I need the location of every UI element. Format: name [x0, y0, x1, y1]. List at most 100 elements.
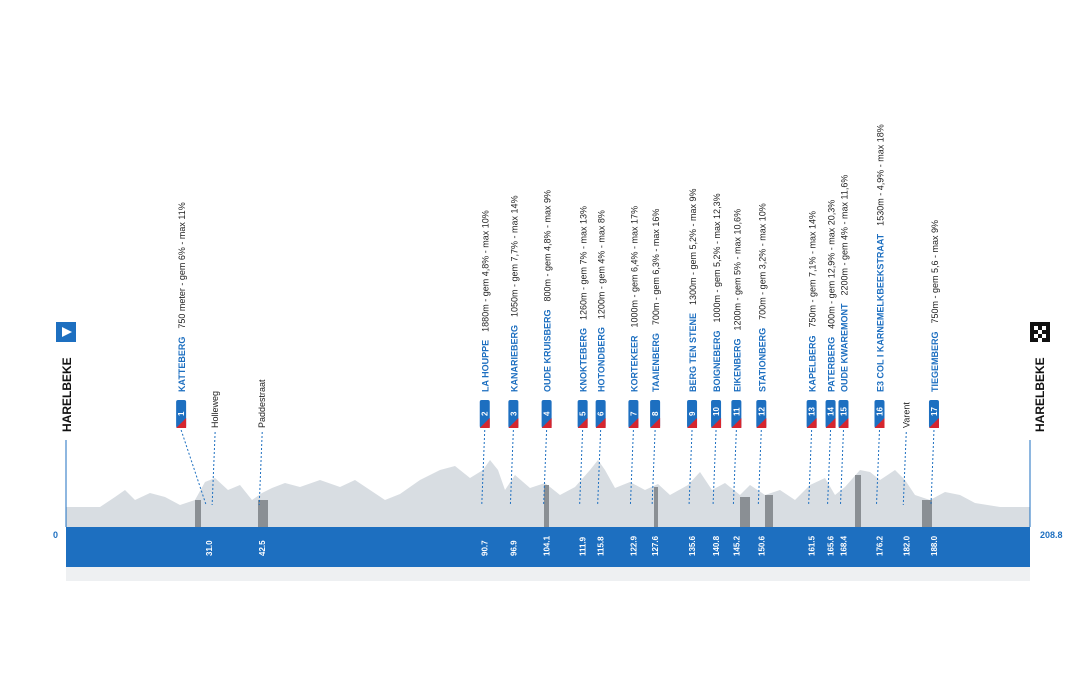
- climb-detail: 1300m - gem 5,2% - max 9%: [688, 188, 698, 305]
- climb-number: 10: [712, 407, 721, 416]
- climb-leader: [757, 429, 762, 506]
- climb-number: 6: [597, 411, 606, 416]
- sector-leader: [902, 431, 907, 506]
- km-label: 135.6: [688, 535, 697, 556]
- axis-end: 208.8: [1040, 530, 1063, 540]
- km-label: 90.7: [481, 540, 490, 556]
- km-label: 42.5: [258, 540, 267, 556]
- climb-name: OUDE KWAREMONT: [839, 303, 849, 392]
- climb-badge-icon: [731, 418, 742, 428]
- start-icon-arrow: [62, 327, 72, 337]
- km-label: 104.1: [543, 535, 552, 556]
- km-label: 165.6: [827, 535, 836, 556]
- climb-label: BOIGNEBERG 1000m - gem 5,2% - max 12,3%: [712, 193, 722, 392]
- climb-detail: 1880m - gem 4,8% - max 10%: [481, 210, 491, 332]
- climb-leader: [597, 429, 602, 506]
- climb-leader: [688, 429, 693, 506]
- climb-number: 3: [509, 411, 518, 416]
- sector-name: Varent: [901, 402, 911, 428]
- climb-label: TIEGEMBERG 750m - gem 5,6 - max 9%: [930, 220, 940, 392]
- climb-detail: 1000m - gem 6,4% - max 17%: [629, 206, 639, 328]
- climb-leader: [629, 429, 634, 506]
- climb-leader: [543, 429, 548, 506]
- climb-leader: [839, 429, 844, 506]
- climb-leader: [651, 429, 656, 506]
- km-label: 127.6: [651, 535, 660, 556]
- km-label: 176.2: [875, 535, 884, 556]
- climb-label: E3 COL I KARNEMELKBEEKSTRAAT 1530m - 4,9%…: [875, 124, 885, 392]
- climb-number: 2: [481, 411, 490, 416]
- climb-badge-icon: [577, 418, 588, 428]
- climb-detail: 800m - gem 4,8% - max 9%: [543, 190, 553, 302]
- climb-number: 15: [839, 407, 848, 416]
- climb-detail: 750m - gem 7,1% - max 14%: [808, 211, 818, 328]
- climb-name: TAAIENBERG: [651, 333, 661, 392]
- climb-badge-icon: [711, 418, 722, 428]
- climb-detail: 750m - gem 5,6 - max 9%: [930, 220, 940, 324]
- climb-badge-icon: [928, 418, 939, 428]
- climb-name: BERG TEN STENE: [688, 313, 698, 392]
- bar-shadow: [66, 567, 1030, 581]
- climb-leader: [712, 429, 717, 506]
- climb-label: KANARIEBERG 1050m - gem 7,7% - max 14%: [509, 195, 519, 392]
- km-label: 150.6: [757, 535, 766, 556]
- climb-label: TAAIENBERG 700m - gem 6,3% - max 16%: [651, 209, 661, 392]
- climb-number: 7: [629, 411, 638, 416]
- climb-leader: [732, 429, 737, 506]
- climb-name: TIEGEMBERG: [930, 331, 940, 392]
- climb-leader: [875, 429, 880, 506]
- climb-badge-icon: [541, 418, 552, 428]
- climb-label: LA HOUPPE 1880m - gem 4,8% - max 10%: [481, 210, 491, 392]
- climb-name: EIKENBERG: [732, 338, 742, 392]
- cobble-sections: [195, 475, 932, 527]
- climb-name: PATERBERG: [827, 337, 837, 392]
- distance-bar: [66, 527, 1030, 567]
- start-name: HARELBEKE: [60, 357, 74, 432]
- climb-number: 16: [875, 407, 884, 416]
- climb-label: BERG TEN STENE 1300m - gem 5,2% - max 9%: [688, 188, 698, 392]
- climb-name: KAPELBERG: [808, 335, 818, 392]
- km-label: 145.2: [732, 535, 741, 556]
- climb-detail: 1260m - gem 7% - max 13%: [579, 206, 589, 320]
- climb-number: 5: [579, 411, 588, 416]
- km-label: 122.9: [629, 535, 638, 556]
- climb-label: STATIONBERG 700m - gem 3,2% - max 10%: [757, 203, 767, 392]
- climb-detail: 1000m - gem 5,2% - max 12,3%: [712, 193, 722, 322]
- climb-badge-icon: [874, 418, 885, 428]
- km-label: 168.4: [839, 535, 848, 556]
- km-label: 96.9: [509, 540, 518, 556]
- km-label: 111.9: [579, 536, 588, 556]
- climb-number: 17: [930, 407, 939, 416]
- climb-number: 11: [732, 407, 741, 416]
- climb-label: OUDE KWAREMONT 2200m - gem 4% - max 11,6%: [839, 175, 849, 392]
- climb-detail: 400m - gem 12,9% - max 20,3%: [827, 200, 837, 329]
- climb-number: 13: [808, 407, 817, 416]
- climb-label: PATERBERG 400m - gem 12,9% - max 20,3%: [827, 200, 837, 392]
- climb-leader: [808, 429, 813, 506]
- climb-label: KNOKTEBERG 1260m - gem 7% - max 13%: [579, 206, 589, 392]
- climb-leader: [481, 429, 486, 506]
- climb-badge-icon: [825, 418, 836, 428]
- sector-leader: [211, 431, 216, 506]
- climb-badge-icon: [806, 418, 817, 428]
- climb-name: LA HOUPPE: [481, 340, 491, 392]
- climb-badge-icon: [687, 418, 698, 428]
- climb-leader: [509, 429, 514, 506]
- climb-detail: 700m - gem 6,3% - max 16%: [651, 209, 661, 326]
- climb-name: KNOKTEBERG: [579, 328, 589, 392]
- climb-badge-icon: [595, 418, 606, 428]
- climb-badge-icon: [838, 418, 849, 428]
- climb-leader: [827, 429, 832, 506]
- climb-badge-icon: [479, 418, 490, 428]
- climb-number: 12: [757, 407, 766, 416]
- climb-name: BOIGNEBERG: [712, 330, 722, 392]
- sector-name: Paddestraat: [257, 379, 267, 428]
- km-label: 182.0: [902, 535, 911, 556]
- climb-detail: 750 meter - gem 6% - max 11%: [177, 202, 187, 328]
- km-label: 31.0: [205, 540, 214, 556]
- climb-detail: 1530m - 4,9% - max 18%: [875, 124, 885, 226]
- climb-badge-icon: [628, 418, 639, 428]
- climb-leader: [180, 429, 207, 506]
- climb-label: OUDE KRUISBERG 800m - gem 4,8% - max 9%: [543, 190, 553, 392]
